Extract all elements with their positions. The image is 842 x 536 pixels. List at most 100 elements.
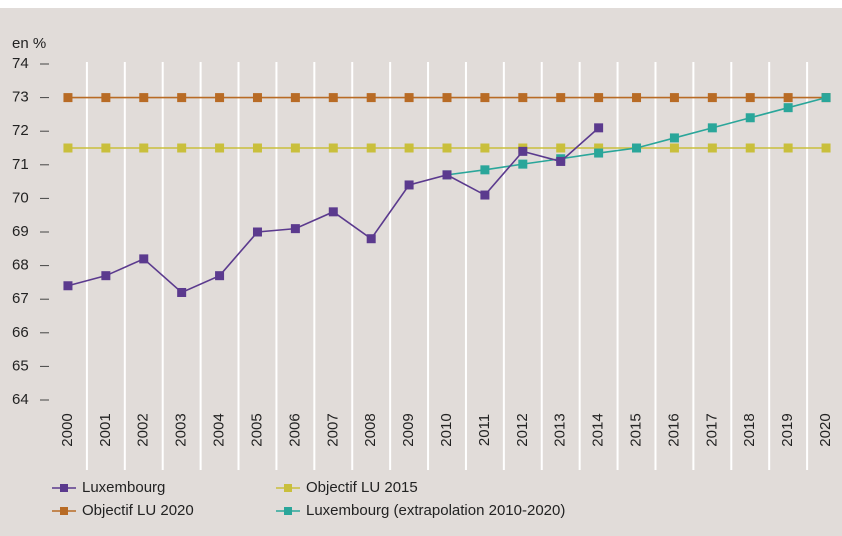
data-point: [745, 143, 755, 153]
data-point: [556, 93, 566, 103]
y-tick-label: 69: [12, 223, 29, 240]
data-point: [745, 113, 755, 123]
y-tick-label: 74: [12, 55, 29, 72]
data-point: [63, 93, 73, 103]
data-point: [139, 143, 149, 153]
data-point: [442, 93, 452, 103]
y-tick-label: 64: [12, 391, 29, 408]
data-point: [707, 143, 717, 153]
data-point: [669, 93, 679, 103]
x-tick-label: 2016: [665, 413, 682, 446]
y-tick-label: 66: [12, 324, 29, 341]
data-point: [594, 123, 604, 133]
data-point: [442, 170, 452, 180]
data-point: [707, 123, 717, 133]
x-tick-label: 2020: [817, 413, 834, 446]
y-tick-label: 72: [12, 122, 29, 139]
data-point: [518, 93, 528, 103]
data-point: [632, 93, 642, 103]
data-point: [328, 143, 338, 153]
data-point: [745, 93, 755, 103]
data-point: [594, 148, 604, 158]
data-point: [328, 93, 338, 103]
background: [0, 8, 842, 536]
data-point: [101, 143, 111, 153]
data-point: [556, 143, 566, 153]
x-tick-label: 2014: [590, 413, 607, 446]
x-tick-label: 2013: [552, 413, 569, 446]
x-tick-label: 2006: [286, 413, 303, 446]
data-point: [442, 143, 452, 153]
data-point: [252, 143, 262, 153]
data-point: [480, 93, 490, 103]
data-point: [215, 143, 225, 153]
data-point: [252, 227, 262, 237]
data-point: [821, 93, 831, 103]
x-tick-label: 2011: [476, 414, 493, 446]
data-point: [669, 143, 679, 153]
y-tick-label: 70: [12, 189, 29, 206]
data-point: [252, 93, 262, 103]
data-point: [290, 93, 300, 103]
data-point: [63, 281, 73, 291]
legend-marker: [284, 484, 292, 492]
data-point: [783, 93, 793, 103]
data-point: [177, 93, 187, 103]
data-point: [101, 93, 111, 103]
legend-label: Objectif LU 2020: [82, 502, 194, 519]
data-point: [669, 133, 679, 143]
y-tick-label: 73: [12, 89, 29, 106]
y-axis-label: en %: [12, 35, 46, 52]
x-tick-label: 2003: [173, 413, 190, 446]
data-point: [821, 143, 831, 153]
x-tick-label: 2005: [248, 413, 265, 446]
data-point: [404, 93, 414, 103]
x-tick-label: 2015: [627, 413, 644, 446]
x-tick-label: 2012: [514, 413, 531, 446]
legend-marker: [60, 507, 68, 515]
data-point: [328, 207, 338, 217]
legend-label: Objectif LU 2015: [306, 479, 418, 496]
y-tick-label: 67: [12, 290, 29, 307]
data-point: [594, 143, 604, 153]
legend-label: Luxembourg (extrapolation 2010-2020): [306, 502, 565, 519]
data-point: [366, 93, 376, 103]
data-point: [366, 234, 376, 244]
data-point: [518, 146, 528, 156]
data-point: [290, 224, 300, 234]
x-tick-label: 2010: [438, 413, 455, 446]
data-point: [63, 143, 73, 153]
data-point: [594, 93, 604, 103]
data-point: [480, 190, 490, 200]
data-point: [480, 143, 490, 153]
data-point: [139, 93, 149, 103]
data-point: [215, 271, 225, 281]
x-tick-label: 2007: [324, 413, 341, 446]
legend-marker: [284, 507, 292, 515]
data-point: [215, 93, 225, 103]
legend-marker: [60, 484, 68, 492]
x-tick-label: 2004: [211, 413, 228, 446]
x-tick-label: 2000: [59, 413, 76, 446]
data-point: [480, 165, 490, 175]
data-point: [404, 143, 414, 153]
data-point: [290, 143, 300, 153]
data-point: [177, 143, 187, 153]
y-tick-label: 68: [12, 257, 29, 274]
x-tick-label: 2008: [362, 413, 379, 446]
data-point: [783, 143, 793, 153]
data-point: [518, 159, 528, 169]
data-point: [556, 156, 566, 166]
x-tick-label: 2009: [400, 413, 417, 446]
y-tick-label: 65: [12, 357, 29, 374]
data-point: [632, 143, 642, 153]
legend-label: Luxembourg: [82, 479, 165, 496]
x-tick-label: 2002: [135, 413, 152, 446]
x-tick-label: 2001: [97, 413, 114, 446]
x-tick-label: 2018: [741, 413, 758, 446]
data-point: [783, 103, 793, 113]
x-tick-label: 2019: [779, 413, 796, 446]
data-point: [177, 287, 187, 297]
y-tick-label: 71: [12, 156, 29, 173]
